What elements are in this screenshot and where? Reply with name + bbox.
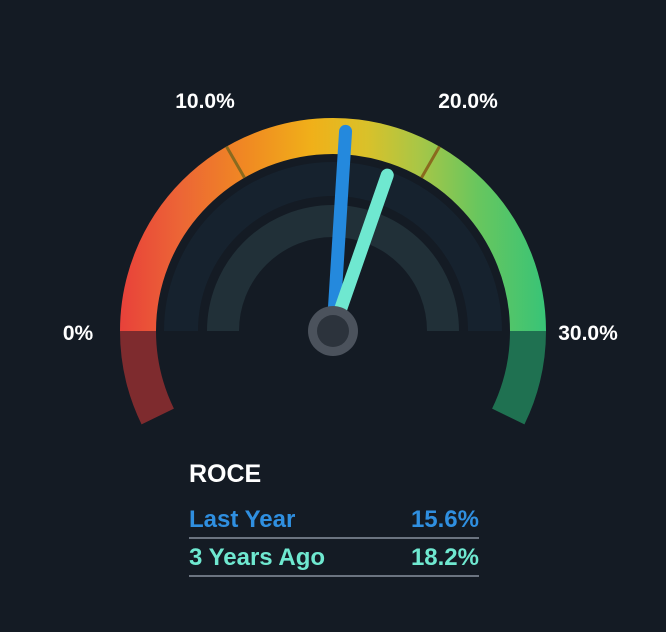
inner-decorative-arcs	[164, 162, 502, 332]
tick-label-10: 10.0%	[175, 90, 235, 113]
legend-label-last-year: Last Year	[189, 506, 295, 533]
needle-3-years-ago	[326, 168, 394, 338]
tick-label-30: 30.0%	[558, 322, 618, 345]
tick-mark-10	[225, 145, 246, 179]
gauge-tick-marks	[225, 145, 441, 179]
inner-arc-inner	[207, 205, 459, 332]
tick-mark-20	[420, 145, 441, 179]
legend-value-3-years-ago: 18.2%	[411, 544, 479, 571]
gauge-hub-inner	[317, 315, 349, 347]
legend-title: ROCE	[189, 460, 261, 488]
tick-label-0: 0%	[63, 322, 94, 345]
legend-label-3-years-ago: 3 Years Ago	[189, 544, 325, 571]
gauge-value-arc	[120, 118, 546, 332]
needle-last-year	[326, 124, 353, 338]
inner-arc-outer	[164, 162, 502, 332]
gauge-needles	[326, 124, 394, 338]
gauge-cap-high	[491, 330, 546, 425]
tick-label-20: 20.0%	[438, 90, 498, 113]
legend-value-last-year: 15.6%	[411, 506, 479, 533]
gauge-cap-low	[120, 330, 175, 425]
legend: ROCE Last Year 15.6% 3 Years Ago 18.2%	[189, 460, 479, 577]
